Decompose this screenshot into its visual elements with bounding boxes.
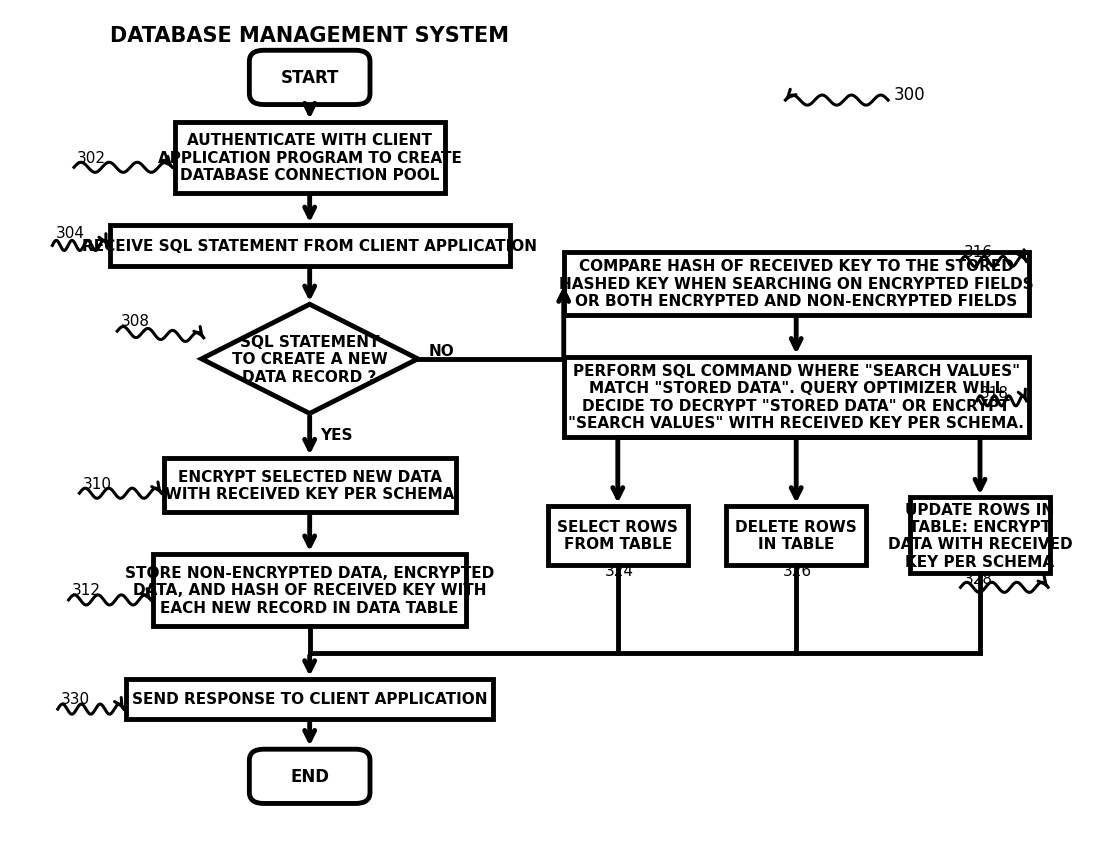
Text: COMPARE HASH OF RECEIVED KEY TO THE STORED
HASHED KEY WHEN SEARCHING ON ENCRYPTE: COMPARE HASH OF RECEIVED KEY TO THE STOR… xyxy=(558,259,1033,309)
Text: 316: 316 xyxy=(963,245,992,259)
Text: 308: 308 xyxy=(120,314,150,329)
FancyBboxPatch shape xyxy=(153,554,466,626)
Text: STORE NON-ENCRYPTED DATA, ENCRYPTED
DATA, AND HASH OF RECEIVED KEY WITH
EACH NEW: STORE NON-ENCRYPTED DATA, ENCRYPTED DATA… xyxy=(124,566,494,615)
FancyBboxPatch shape xyxy=(174,122,445,194)
Text: SQL STATEMENT
TO CREATE A NEW
DATA RECORD ?: SQL STATEMENT TO CREATE A NEW DATA RECOR… xyxy=(231,334,388,384)
Text: RECEIVE SQL STATEMENT FROM CLIENT APPLICATION: RECEIVE SQL STATEMENT FROM CLIENT APPLIC… xyxy=(83,239,536,253)
FancyBboxPatch shape xyxy=(164,458,455,513)
Text: SEND RESPONSE TO CLIENT APPLICATION: SEND RESPONSE TO CLIENT APPLICATION xyxy=(132,692,487,706)
FancyBboxPatch shape xyxy=(249,749,370,804)
FancyBboxPatch shape xyxy=(564,357,1027,437)
FancyBboxPatch shape xyxy=(110,226,510,266)
Text: END: END xyxy=(290,768,329,786)
FancyBboxPatch shape xyxy=(909,498,1049,573)
FancyBboxPatch shape xyxy=(726,506,865,565)
Text: 312: 312 xyxy=(72,583,100,598)
Text: 304: 304 xyxy=(55,226,85,241)
Text: UPDATE ROWS IN
TABLE: ENCRYPT
DATA WITH RECEIVED
KEY PER SCHEMA: UPDATE ROWS IN TABLE: ENCRYPT DATA WITH … xyxy=(887,502,1071,569)
Text: 326: 326 xyxy=(783,563,811,578)
Text: DELETE ROWS
IN TABLE: DELETE ROWS IN TABLE xyxy=(734,519,857,552)
Text: 310: 310 xyxy=(83,476,111,491)
Text: 328: 328 xyxy=(963,572,992,587)
FancyBboxPatch shape xyxy=(547,506,687,565)
Text: 330: 330 xyxy=(61,692,90,706)
Polygon shape xyxy=(201,305,417,414)
FancyBboxPatch shape xyxy=(126,679,493,719)
FancyBboxPatch shape xyxy=(564,252,1027,316)
Text: 324: 324 xyxy=(604,563,633,578)
Text: DATABASE MANAGEMENT SYSTEM: DATABASE MANAGEMENT SYSTEM xyxy=(110,26,509,46)
Text: 302: 302 xyxy=(77,150,106,165)
Text: PERFORM SQL COMMAND WHERE "SEARCH VALUES"
MATCH "STORED DATA". QUERY OPTIMIZER W: PERFORM SQL COMMAND WHERE "SEARCH VALUES… xyxy=(568,363,1023,431)
FancyBboxPatch shape xyxy=(249,51,370,106)
Text: 300: 300 xyxy=(893,86,925,104)
Text: AUTHENTICATE WITH CLIENT
APPLICATION PROGRAM TO CREATE
DATABASE CONNECTION POOL: AUTHENTICATE WITH CLIENT APPLICATION PRO… xyxy=(157,133,461,183)
Text: SELECT ROWS
FROM TABLE: SELECT ROWS FROM TABLE xyxy=(557,519,677,552)
Text: ENCRYPT SELECTED NEW DATA
WITH RECEIVED KEY PER SCHEMA: ENCRYPT SELECTED NEW DATA WITH RECEIVED … xyxy=(165,469,454,502)
Text: START: START xyxy=(281,69,339,87)
Text: 318: 318 xyxy=(979,386,1009,400)
Text: NO: NO xyxy=(428,344,454,358)
Text: YES: YES xyxy=(320,427,352,443)
